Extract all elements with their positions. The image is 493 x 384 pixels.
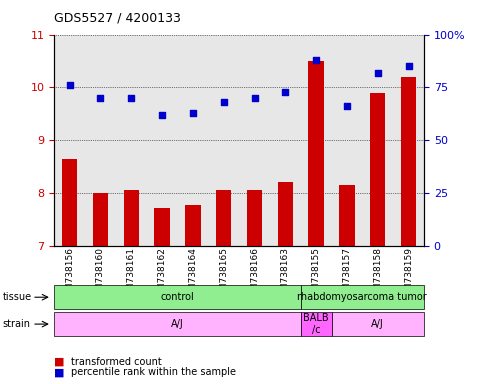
Bar bbox=[309, 61, 324, 246]
Text: BALB
/c: BALB /c bbox=[303, 313, 329, 335]
Bar bbox=[270, 35, 301, 246]
Bar bbox=[247, 190, 262, 246]
Point bbox=[220, 99, 228, 105]
Bar bbox=[216, 190, 231, 246]
Text: tissue: tissue bbox=[2, 292, 32, 302]
Point bbox=[158, 112, 166, 118]
Point bbox=[312, 57, 320, 63]
Point bbox=[405, 63, 413, 70]
Text: percentile rank within the sample: percentile rank within the sample bbox=[71, 367, 237, 377]
Bar bbox=[239, 35, 270, 246]
Bar bbox=[401, 77, 416, 246]
Text: A/J: A/J bbox=[171, 319, 184, 329]
Bar bbox=[339, 185, 354, 246]
Text: control: control bbox=[161, 292, 194, 302]
Point bbox=[97, 95, 105, 101]
Point bbox=[66, 82, 73, 88]
Text: transformed count: transformed count bbox=[71, 357, 162, 367]
Bar bbox=[177, 35, 208, 246]
Point bbox=[127, 95, 135, 101]
Bar bbox=[147, 35, 177, 246]
Text: ■: ■ bbox=[54, 367, 65, 377]
Point bbox=[189, 110, 197, 116]
Bar bbox=[185, 205, 201, 246]
Bar bbox=[393, 35, 424, 246]
Bar bbox=[93, 193, 108, 246]
Bar bbox=[208, 35, 239, 246]
Point bbox=[250, 95, 258, 101]
Text: GDS5527 / 4200133: GDS5527 / 4200133 bbox=[54, 12, 181, 25]
Bar bbox=[54, 35, 85, 246]
Text: ■: ■ bbox=[54, 357, 65, 367]
Bar bbox=[301, 35, 331, 246]
Text: rhabdomyosarcoma tumor: rhabdomyosarcoma tumor bbox=[297, 292, 427, 302]
Point bbox=[343, 103, 351, 109]
Point bbox=[282, 89, 289, 95]
Bar bbox=[85, 35, 116, 246]
Bar bbox=[362, 35, 393, 246]
Point bbox=[374, 70, 382, 76]
Bar bbox=[116, 35, 147, 246]
Bar bbox=[331, 35, 362, 246]
Bar bbox=[154, 208, 170, 246]
Bar bbox=[370, 93, 386, 246]
Text: A/J: A/J bbox=[371, 319, 384, 329]
Bar bbox=[124, 190, 139, 246]
Bar bbox=[62, 159, 77, 246]
Bar bbox=[278, 182, 293, 246]
Text: strain: strain bbox=[2, 319, 31, 329]
